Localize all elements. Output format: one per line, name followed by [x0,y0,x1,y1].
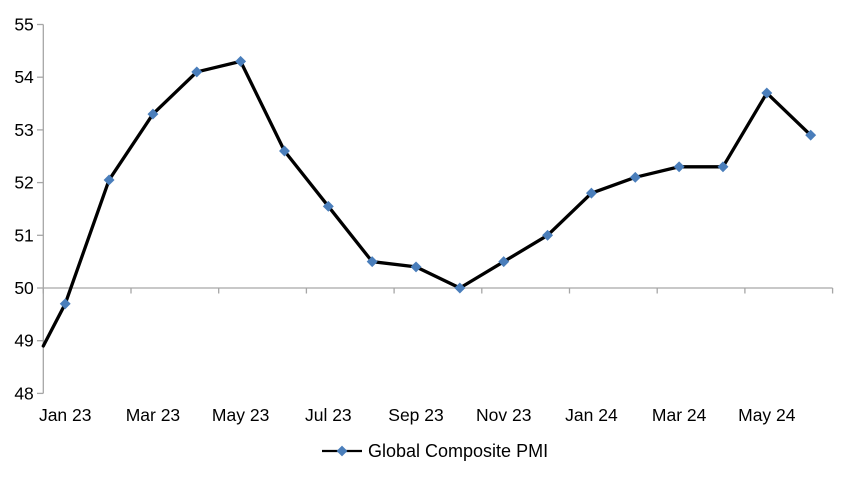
y-axis: 48 49 50 51 52 53 54 55 [14,15,44,403]
y-axis-tick-label: 50 [14,278,34,298]
y-axis-tick-label: 49 [14,331,33,351]
x-axis-tick-label: May 24 [738,405,796,425]
legend-label: Global Composite PMI [368,441,548,461]
x-axis-tick-label: Jan 23 [39,405,92,425]
data-point-marker [147,108,159,120]
x-axis-tick-label: May 23 [212,405,269,425]
data-point-marker [235,55,247,67]
data-point-marker [366,256,378,268]
data-point-marker [629,171,641,183]
x-axis: Jan 23 Mar 23 May 23 Jul 23 Sep 23 Nov 23 Jan … [39,287,834,425]
legend-marker-icon [336,445,348,457]
y-axis-tick-label: 51 [14,225,33,245]
x-axis-tick-label: Nov 23 [476,405,531,425]
data-point-marker [191,66,203,78]
y-axis-tick-label: 55 [14,15,33,35]
y-axis-tick-label: 52 [14,173,33,193]
data-point-markers [59,55,817,310]
data-point-marker [717,161,729,173]
x-axis-tick-label: Jan 24 [565,405,618,425]
x-axis-tick-label: Mar 24 [652,405,707,425]
y-axis-tick-label: 54 [14,67,34,87]
pmi-line [41,59,813,348]
data-point-marker [761,87,773,99]
data-point-marker [59,298,71,310]
x-axis-tick-label: Mar 23 [126,405,180,425]
legend: Global Composite PMI [322,441,548,461]
data-point-marker [410,261,422,273]
data-point-marker [805,129,817,141]
data-point-marker [585,187,597,199]
data-point-marker [103,174,115,186]
data-point-marker [673,161,685,173]
data-point-marker [498,256,510,268]
data-point-marker [279,145,290,157]
data-point-marker [454,282,466,294]
x-axis-tick-label: Jul 23 [305,405,352,425]
data-point-marker [322,200,334,212]
x-axis-tick-label: Sep 23 [388,405,443,425]
y-axis-tick-label: 53 [14,120,33,140]
data-point-marker [542,229,554,241]
y-axis-tick-label: 48 [14,383,33,403]
